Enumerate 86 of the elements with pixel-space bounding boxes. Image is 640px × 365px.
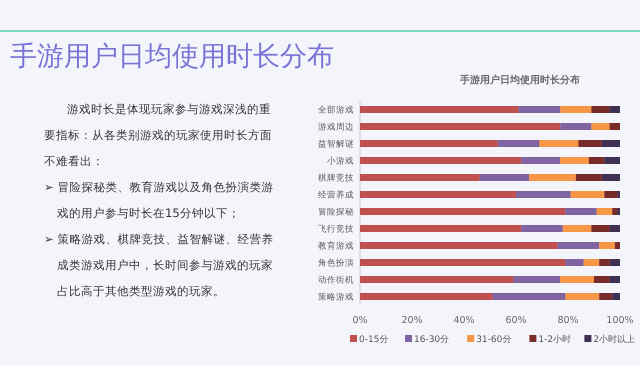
- bar: [360, 174, 480, 181]
- y-tick-label: 小游戏: [327, 156, 354, 166]
- bar: [360, 157, 522, 164]
- bar: [521, 225, 563, 232]
- y-tick-label: 益智解谜: [318, 138, 354, 150]
- x-tick-label: 0%: [352, 315, 368, 326]
- bar: [518, 106, 560, 113]
- bar: [570, 191, 604, 198]
- bar: [360, 191, 516, 198]
- bar: [565, 259, 584, 266]
- bar: [591, 225, 610, 232]
- bar: [599, 293, 612, 300]
- bar: [360, 208, 566, 215]
- bar: [516, 191, 571, 198]
- text: 游戏时长是体现玩家参与游戏深浅的重要指标：从各类别游戏的玩家使用时长方面不难看出：: [44, 101, 273, 170]
- bar: [360, 123, 560, 130]
- bar: [521, 157, 560, 164]
- bar: [576, 174, 602, 181]
- bar: [591, 106, 610, 113]
- text: ➢ 策略游戏、棋牌竞技、益智解谜、经营养成类游戏用户中，长时间参与游戏的玩家占比高于其他类型游戏的玩家。: [44, 231, 274, 300]
- bar: [529, 174, 576, 181]
- bar: [604, 191, 618, 198]
- heading: 手游用户日均使用时长分布: [10, 40, 334, 74]
- x-tick-label: 40%: [453, 315, 475, 326]
- bar: [610, 106, 620, 113]
- bar: [565, 208, 597, 215]
- bar: [591, 123, 610, 130]
- x-tick-label: 20%: [401, 315, 423, 326]
- y-tick-label: 全部游戏: [318, 104, 354, 116]
- x-tick-label: 100%: [606, 315, 634, 326]
- bar: [610, 225, 620, 232]
- y-tick-label: 动作街机: [318, 274, 354, 286]
- bar: [560, 157, 589, 164]
- bar: [596, 208, 612, 215]
- bar: [610, 123, 620, 130]
- bar: [565, 293, 600, 300]
- legend-label: 1-2小时: [538, 334, 572, 345]
- bar: [360, 140, 498, 147]
- bar: [612, 293, 620, 300]
- chart-title: 手游用户日均使用时长分布: [459, 74, 580, 86]
- legend-label: 2小时以上: [593, 334, 636, 345]
- bar: [562, 225, 592, 232]
- bar: [360, 106, 519, 113]
- y-tick-label: 经营养成: [318, 190, 354, 200]
- bar: [602, 140, 620, 147]
- legend-label: 31-60分: [476, 334, 512, 345]
- bar: [578, 140, 602, 147]
- bar: [604, 157, 620, 164]
- bar: [617, 191, 620, 198]
- bar: [610, 259, 620, 266]
- bar: [617, 208, 620, 215]
- y-tick-label: 冒险探秘: [318, 206, 354, 218]
- bar: [480, 174, 529, 181]
- y-tick-label: 游戏周边: [318, 122, 354, 132]
- bar: [560, 106, 592, 113]
- bar: [602, 174, 620, 181]
- bar: [610, 276, 620, 283]
- bar: [558, 242, 600, 249]
- bar: [360, 293, 493, 300]
- bar: [594, 276, 610, 283]
- y-tick-label: 角色扮演: [318, 258, 354, 268]
- text: ➢ 冒险探秘类、教育游戏以及角色扮演类游戏的用户参与时长在15分钟以下；: [44, 179, 274, 222]
- bar: [612, 208, 618, 215]
- bar: [560, 276, 594, 283]
- bar: [560, 123, 592, 130]
- bar: [588, 157, 604, 164]
- x-tick-label: 80%: [557, 315, 579, 326]
- y-tick-label: 棋牌竞技: [318, 172, 354, 184]
- x-tick-label: 60%: [505, 315, 527, 326]
- bar: [539, 140, 578, 147]
- bar: [360, 259, 566, 266]
- y-tick-label: 飞行竞技: [318, 224, 354, 234]
- bar: [498, 140, 540, 147]
- bar: [599, 259, 610, 266]
- bar: [492, 293, 566, 300]
- bar: [513, 276, 560, 283]
- bar: [599, 242, 615, 249]
- bar: [584, 259, 600, 266]
- bar: [360, 225, 522, 232]
- bar: [360, 276, 514, 283]
- bar: [360, 242, 558, 249]
- y-tick-label: 策略游戏: [318, 292, 354, 302]
- y-tick-label: 教育游戏: [318, 240, 354, 252]
- legend-label: 0-15分: [359, 334, 388, 345]
- bar: [614, 242, 620, 249]
- legend-label: 16-30分: [414, 334, 450, 345]
